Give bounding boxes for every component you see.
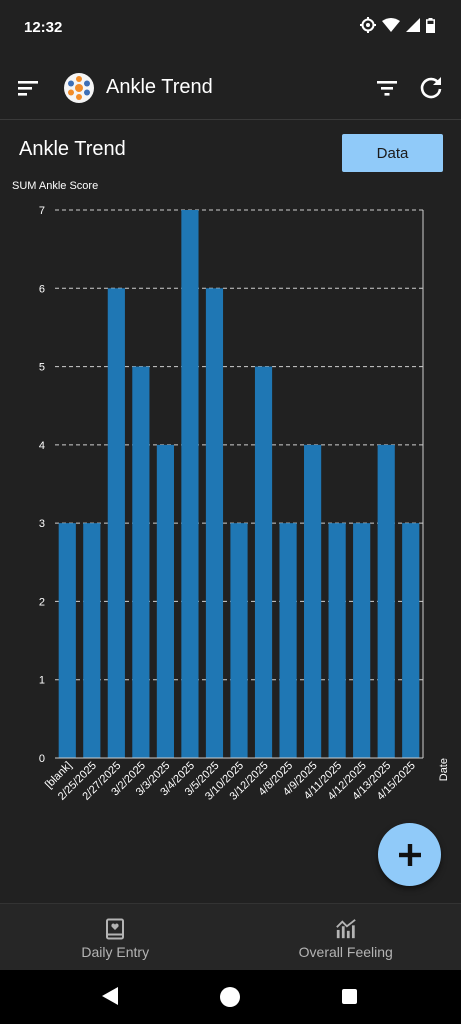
bar — [402, 523, 420, 758]
bar — [107, 288, 125, 758]
bar — [377, 444, 395, 758]
add-entry-button[interactable] — [378, 823, 441, 886]
x-axis-title: Date — [438, 758, 450, 781]
status-icons — [360, 17, 435, 33]
y-tick-label: 0 — [39, 753, 45, 765]
nav-daily-entry-label: Daily Entry — [81, 944, 150, 960]
location-target-icon — [360, 17, 376, 33]
chart-trend-icon — [335, 919, 356, 939]
status-bar: 12:32 — [0, 0, 461, 56]
recents-icon[interactable] — [342, 989, 357, 1004]
back-icon[interactable] — [100, 986, 120, 1006]
y-tick-label: 1 — [39, 675, 45, 687]
refresh-icon[interactable] — [418, 74, 444, 100]
y-tick-label: 7 — [39, 205, 45, 217]
chart-header-title: Ankle Trend — [19, 138, 126, 160]
wifi-icon — [382, 17, 400, 32]
nav-overall-feeling[interactable]: Overall Feeling — [231, 904, 461, 970]
sort-menu-icon[interactable] — [16, 76, 42, 100]
bar — [254, 366, 273, 758]
plus-icon — [398, 843, 421, 866]
bar — [181, 210, 199, 758]
bar — [279, 523, 297, 758]
app-bar: Ankle Trend — [0, 56, 461, 120]
y-tick-label: 6 — [39, 283, 45, 295]
data-button[interactable]: Data — [342, 134, 443, 172]
bar — [353, 523, 371, 758]
y-tick-label: 5 — [39, 362, 45, 374]
bottom-navigation: Daily Entry Overall Feeling — [0, 903, 461, 970]
y-tick-label: 2 — [39, 596, 45, 608]
bar — [205, 288, 224, 758]
system-navigation-bar — [0, 970, 461, 1024]
status-time: 12:32 — [24, 19, 63, 36]
filter-icon[interactable] — [375, 76, 399, 100]
battery-icon — [426, 17, 435, 33]
bar-chart: SUM Ankle Score01234567[blank]2/25/20252… — [12, 180, 450, 803]
bar — [328, 523, 346, 758]
cell-signal-icon — [406, 18, 420, 32]
bar — [230, 523, 248, 758]
bar — [83, 523, 101, 758]
nav-overall-feeling-label: Overall Feeling — [298, 944, 393, 960]
bar — [156, 444, 174, 758]
y-tick-label: 4 — [39, 440, 45, 452]
bar — [132, 366, 150, 758]
app-title: Ankle Trend — [106, 76, 213, 98]
bar — [58, 523, 76, 758]
nav-daily-entry[interactable]: Daily Entry — [0, 904, 231, 970]
y-axis-title: SUM Ankle Score — [12, 180, 98, 192]
bar — [304, 444, 322, 758]
y-tick-label: 3 — [39, 518, 45, 530]
home-icon[interactable] — [220, 987, 240, 1007]
app-logo-icon — [64, 73, 94, 103]
book-heart-icon — [106, 918, 125, 940]
